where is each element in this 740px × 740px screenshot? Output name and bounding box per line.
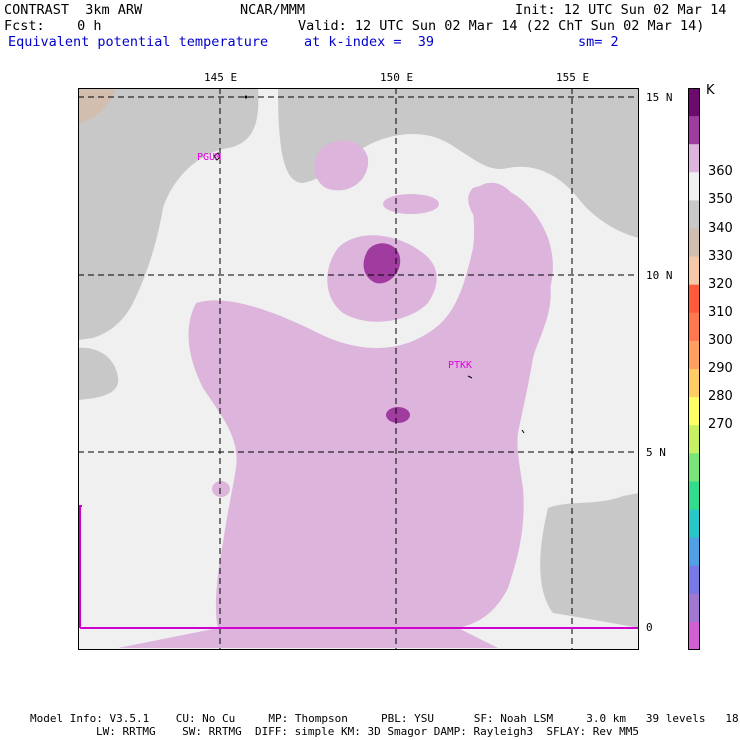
colorbar-swatch bbox=[688, 172, 700, 201]
contour-350-southeast bbox=[540, 493, 639, 628]
colorbar-label: 350 bbox=[708, 192, 733, 208]
chuuk-island bbox=[467, 375, 473, 379]
colorbar-swatch bbox=[688, 593, 700, 623]
contour-340-corner bbox=[78, 88, 116, 124]
colorbar-border bbox=[688, 88, 700, 650]
colorbar-swatch bbox=[688, 144, 700, 173]
contour-350-northwest bbox=[78, 88, 259, 340]
lat-label-10n: 10 N bbox=[646, 269, 673, 282]
level-info: at k-index = 39 bbox=[304, 34, 435, 50]
theta-e-map bbox=[78, 88, 639, 650]
contour-370-south bbox=[386, 407, 410, 423]
contour-350-west-lobe bbox=[78, 347, 119, 400]
footer-line-2: LW: RRTMG SW: RRTMG DIFF: simple KM: 3D … bbox=[96, 725, 640, 738]
colorbar-label: 280 bbox=[708, 389, 733, 405]
contour-360-spot bbox=[212, 481, 230, 497]
guam-island bbox=[213, 152, 221, 161]
colorbar-swatch bbox=[688, 228, 700, 258]
lat-label-15n: 15 N bbox=[646, 91, 673, 104]
colorbar-label: 320 bbox=[708, 276, 733, 292]
smoothing-info: sm= 2 bbox=[578, 34, 619, 50]
model-title: CONTRAST 3km ARW bbox=[4, 2, 143, 18]
colorbar-label: 330 bbox=[708, 248, 733, 264]
colorbar bbox=[688, 88, 700, 650]
footer-line-1: Model Info: V3.5.1 CU: No Cu MP: Thompso… bbox=[30, 712, 740, 725]
colorbar-swatch bbox=[688, 284, 700, 314]
colorbar-swatch bbox=[688, 88, 700, 117]
contour-350-northeast bbox=[278, 88, 639, 238]
colorbar-swatch bbox=[688, 312, 700, 342]
lon-label-145: 145 E bbox=[204, 71, 238, 84]
colorbar-swatch bbox=[688, 340, 700, 370]
colorbar-swatch bbox=[688, 621, 700, 650]
org-title: NCAR/MMM bbox=[240, 2, 306, 18]
contour-360-south bbox=[118, 628, 498, 648]
colorbar-swatch bbox=[688, 509, 700, 539]
contour-360-patch bbox=[383, 194, 439, 214]
colorbar-swatch bbox=[688, 481, 700, 510]
colorbar-swatch bbox=[688, 116, 700, 145]
colorbar-label: 270 bbox=[708, 417, 733, 433]
colorbar-label: 360 bbox=[708, 164, 733, 180]
colorbar-swatch bbox=[688, 425, 700, 454]
init-time: Init: 12 UTC Sun 02 Mar 14 bbox=[515, 2, 727, 18]
colorbar-swatch bbox=[688, 565, 700, 595]
colorbar-label: 300 bbox=[708, 332, 733, 348]
colorbar-swatch bbox=[688, 200, 700, 229]
pohnpei-island bbox=[521, 429, 525, 434]
colorbar-label: 340 bbox=[708, 220, 733, 236]
lon-label-150: 150 E bbox=[380, 71, 414, 84]
map-border bbox=[78, 88, 639, 650]
station-pgum: PGUM bbox=[197, 152, 222, 163]
forecast-hour: Fcst: 0 h bbox=[4, 18, 102, 34]
contour-360-main bbox=[188, 182, 551, 628]
field-name: Equivalent potential temperature bbox=[8, 34, 269, 50]
lat-label-5n: 5 N bbox=[646, 446, 666, 459]
lat-label-0: 0 bbox=[646, 621, 653, 634]
colorbar-swatch bbox=[688, 369, 700, 398]
contour-370-north bbox=[363, 243, 401, 284]
valid-time: Valid: 12 UTC Sun 02 Mar 14 (22 ChT Sun … bbox=[298, 18, 705, 34]
lon-label-155: 155 E bbox=[556, 71, 590, 84]
colorbar-swatch bbox=[688, 453, 700, 482]
colorbar-label: 310 bbox=[708, 304, 733, 320]
colorbar-label: 290 bbox=[708, 361, 733, 376]
colorbar-unit: K bbox=[706, 83, 715, 98]
contour-360-north-blob bbox=[314, 140, 369, 191]
colorbar-swatch bbox=[688, 537, 700, 567]
station-ptkk: PTKK bbox=[448, 360, 473, 371]
colorbar-swatch bbox=[688, 397, 700, 426]
northern-islet bbox=[244, 95, 248, 99]
colorbar-swatch bbox=[688, 256, 700, 286]
contour-360-arm bbox=[468, 185, 553, 331]
